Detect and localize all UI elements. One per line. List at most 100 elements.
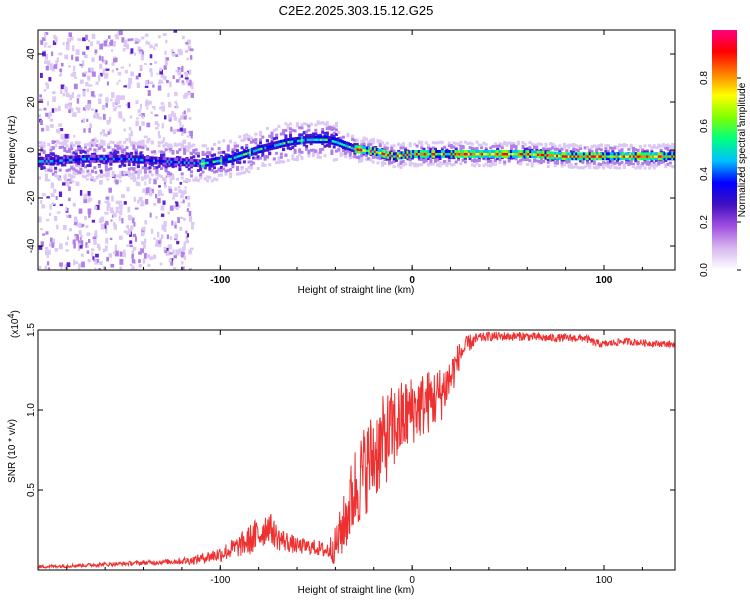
spectrogram-ridge-cell <box>567 157 571 161</box>
spectrogram-noise-cell <box>141 241 146 245</box>
spectrogram-ridge-cell <box>630 152 634 156</box>
spectrogram-noise-cell <box>97 243 100 249</box>
spectrogram-noise-cell <box>143 253 148 259</box>
spectrogram-ridge-cell <box>277 140 281 144</box>
spectrogram-ridge-cell <box>391 151 394 155</box>
spectrogram-cell <box>49 152 53 156</box>
spectrogram-ridge-cell <box>625 152 629 156</box>
spectrogram-cell <box>247 165 251 169</box>
spectrogram-ridge-cell <box>103 157 107 161</box>
spectrogram-ridge-cell <box>369 149 373 153</box>
spectrogram-noise-cell <box>64 133 69 139</box>
spectrogram-cell <box>652 161 656 165</box>
spectrogram-ridge-cell <box>84 157 87 161</box>
spectrogram-ridge-cell <box>262 146 266 150</box>
spectrogram-ridge-cell <box>563 152 567 156</box>
spectrogram-cell <box>157 140 161 144</box>
spectrogram-noise-cell <box>87 199 91 203</box>
spectrogram-cell <box>325 131 329 135</box>
spectrogram-ridge-cell <box>548 153 552 157</box>
spectrogram-ridge-cell <box>335 140 339 144</box>
spectrogram-ridge-cell <box>483 150 487 153</box>
spectrogram-noise-cell <box>96 258 100 263</box>
spectrogram-noise-cell <box>146 122 151 128</box>
spectrogram-noise-cell <box>106 202 111 206</box>
spectrogram-ridge-cell <box>302 138 306 142</box>
spectrogram-cell <box>404 162 408 166</box>
spectrogram-cell <box>300 155 304 159</box>
spectrogram-cell <box>261 153 265 157</box>
spectrogram-ridge-cell <box>274 146 277 150</box>
spectrogram-cell <box>551 146 555 149</box>
spectrogram-noise-cell <box>149 191 153 197</box>
spectrogram-cell <box>65 139 69 143</box>
spectrogram-cell <box>190 170 193 174</box>
spectrogram-cell <box>574 164 578 168</box>
spectrogram-ridge-cell <box>456 154 460 158</box>
spectrogram-cell <box>641 162 645 165</box>
spectrogram-cell <box>127 172 131 176</box>
spectrogram-ridge-cell <box>308 140 312 144</box>
spectrogram-ridge-cell <box>322 138 325 141</box>
spectrogram-noise-cell <box>69 228 73 232</box>
spectrogram-ridge-cell <box>178 160 182 164</box>
spectrogram-cell <box>351 137 355 141</box>
spectrogram-cell <box>196 169 200 172</box>
spectrogram-noise-cell <box>49 204 52 210</box>
spectrogram-ridge-cell <box>657 154 661 158</box>
spectrogram-cell <box>169 143 173 147</box>
spectrogram-ridge-cell <box>517 150 521 153</box>
spectrogram-noise-cell <box>67 41 70 47</box>
spectrogram-ridge-cell <box>657 152 661 156</box>
spectrogram-ridge-cell <box>458 152 462 156</box>
spectrogram-ridge-cell <box>195 159 199 163</box>
spectrogram-noise-cell <box>45 112 49 117</box>
spectrogram-cell <box>282 129 286 133</box>
spectrogram-cell <box>67 168 71 172</box>
spectrogram-cell <box>560 164 564 168</box>
spectrogram-cell <box>351 135 355 139</box>
spectrogram-cell <box>535 145 539 149</box>
spectrogram-noise-cell <box>44 54 48 60</box>
spectrogram-noise-cell <box>117 211 122 214</box>
spectrogram-ridge-cell <box>523 152 527 156</box>
spectrogram-cell <box>224 163 228 167</box>
spectrogram-noise-cell <box>179 226 183 231</box>
spectrogram-cell <box>659 160 663 164</box>
spectrogram-cell <box>265 155 269 159</box>
spectrogram-noise-cell <box>86 88 89 93</box>
spectrogram-cell <box>74 169 78 173</box>
spectrogram-cell <box>440 162 444 166</box>
spectrogram-noise-cell <box>137 199 140 204</box>
spectrogram-ridge-cell <box>373 152 377 156</box>
spectrogram-ridge-cell <box>368 146 371 150</box>
spectrogram-noise-cell <box>59 128 64 132</box>
spectrogram-noise-cell <box>60 84 65 90</box>
spectrogram-noise-cell <box>74 216 78 223</box>
spectrogram-cell <box>641 163 645 167</box>
spectrogram-cell <box>150 173 154 177</box>
spectrogram-cell <box>40 149 44 153</box>
spectrogram-noise-cell <box>40 120 43 126</box>
spectrogram-noise-cell <box>99 131 103 136</box>
spectrogram-ridge-cell <box>233 153 237 157</box>
spectrogram-ridge-cell <box>258 150 262 153</box>
spectrogram-cell <box>47 143 51 147</box>
spectrogram-ridge-cell <box>636 157 640 161</box>
spectrogram-cell <box>291 154 295 158</box>
spectrogram-cell <box>638 166 642 170</box>
spectrogram-cell <box>473 147 477 151</box>
spectrogram-cell <box>56 175 60 179</box>
spectrogram-ridge-cell <box>617 154 621 158</box>
spectrogram-cell <box>588 163 592 167</box>
spectrogram-ridge-cell <box>598 152 602 156</box>
spectrogram-noise-cell <box>185 230 188 234</box>
spectrogram-ridge-cell <box>322 135 325 139</box>
spectrogram-cell <box>650 146 654 149</box>
spectrogram-cell <box>666 146 670 150</box>
spectrogram-ridge-cell <box>53 161 57 165</box>
spectrogram-ridge-cell <box>569 154 573 158</box>
spectrogram-ridge-cell <box>181 160 185 164</box>
spectrogram-ridge-cell <box>600 152 604 156</box>
spectrogram-y-tick-label: -40 <box>26 238 37 253</box>
